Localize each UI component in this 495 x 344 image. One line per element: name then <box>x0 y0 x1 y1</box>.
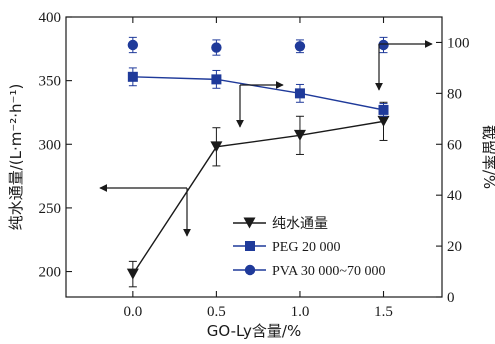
x-tick-label: 0.0 <box>123 304 142 320</box>
y-left-tick-label: 400 <box>39 10 62 26</box>
data-point <box>127 71 138 82</box>
square-icon <box>245 241 255 251</box>
legend-label: 纯水通量 <box>272 216 328 232</box>
series-layer <box>126 36 390 288</box>
legend-label: PEG 20 000 <box>272 240 340 255</box>
data-point <box>210 141 223 153</box>
series-line <box>132 76 384 111</box>
x-tick-label: 1.5 <box>374 304 393 320</box>
data-point <box>294 41 306 52</box>
data-point <box>211 74 222 85</box>
y-left-tick-label: 200 <box>39 265 62 281</box>
y-right-tick-label: 100 <box>447 35 470 51</box>
triangle-down-icon <box>243 217 256 229</box>
series-group <box>126 101 390 288</box>
data-point <box>211 42 222 53</box>
y-right-tick-label: 20 <box>447 239 462 255</box>
x-axis-ticks: 0.0 0.5 1.0 1.5 <box>123 17 393 320</box>
y-right-tick-label: 60 <box>447 137 462 153</box>
y-right-tick-label: 0 <box>447 290 455 306</box>
x-tick-label: 1.0 <box>291 304 310 320</box>
axis-pointer-arrows <box>99 40 433 237</box>
legend: 纯水通量 PEG 20 000 PVA 30 000~70 000 <box>233 216 386 279</box>
data-point <box>378 104 389 115</box>
data-point <box>377 115 390 127</box>
plot-frame <box>65 16 443 298</box>
y-left-tick-label: 300 <box>39 137 62 153</box>
legend-label: PVA 30 000~70 000 <box>272 264 386 279</box>
x-tick-label: 0.5 <box>207 304 226 320</box>
y-left-tick-label: 350 <box>39 74 62 90</box>
series-group <box>127 67 389 117</box>
y-left-axis-ticks: 200 250 300 350 400 <box>39 10 72 281</box>
y-left-tick-label: 250 <box>39 201 62 217</box>
series-line <box>132 120 384 275</box>
y-right-tick-label: 40 <box>447 188 462 204</box>
data-point <box>294 88 305 99</box>
legend-item: PEG 20 000 <box>233 240 340 255</box>
y-right-tick-label: 80 <box>447 86 462 102</box>
circle-icon <box>244 264 256 276</box>
x-axis-label: GO-Ly含量/% <box>207 322 301 340</box>
y-left-axis-label: 纯水通量/(L·m⁻²·h⁻¹) <box>7 84 25 231</box>
legend-item: PVA 30 000~70 000 <box>233 264 386 279</box>
y-right-axis-ticks: 0 20 40 60 80 100 <box>436 35 470 306</box>
series-group <box>127 36 389 56</box>
data-point <box>127 39 139 51</box>
data-point <box>126 268 139 280</box>
data-point <box>378 39 389 51</box>
legend-item: 纯水通量 <box>233 216 328 232</box>
data-point <box>293 129 306 141</box>
y-right-axis-label: 截留率/% <box>480 125 495 189</box>
